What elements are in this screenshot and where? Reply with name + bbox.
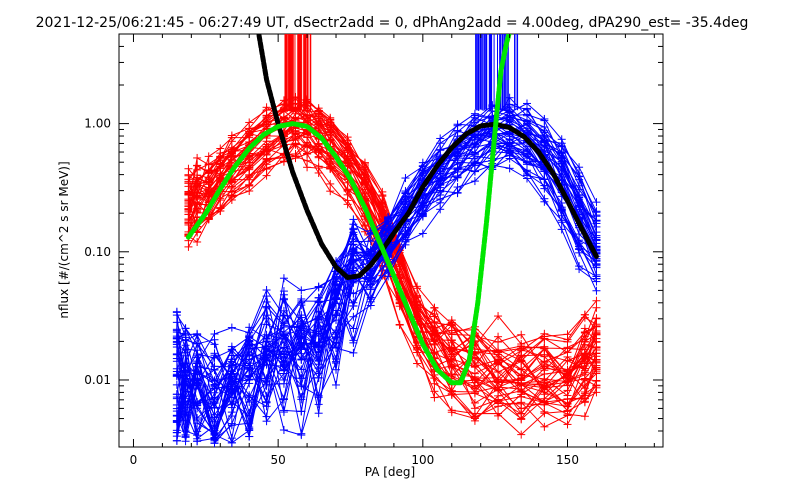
x-tick-label: 0 <box>130 453 138 467</box>
chart-title: 2021-12-25/06:21:45 - 06:27:49 UT, dSect… <box>36 15 749 31</box>
y-tick-label: 1.00 <box>84 117 111 131</box>
x-tick-label: 150 <box>556 453 579 467</box>
red-series-line <box>187 143 597 436</box>
plot-layer <box>172 34 601 447</box>
red-series-line <box>187 117 597 422</box>
x-axis-label: PA [deg] <box>365 465 415 479</box>
black-fit-curve <box>256 34 599 280</box>
blue-series-line <box>176 158 597 442</box>
blue-series-line <box>176 150 597 434</box>
red-series-line <box>187 98 597 393</box>
y-axis-label: nflux [#/(cm^2 s sr MeV)] <box>57 161 71 318</box>
y-tick-label: 0.01 <box>84 373 111 387</box>
x-tick-label: 50 <box>271 453 286 467</box>
blue-series-line <box>176 134 597 438</box>
x-tick-label: 100 <box>411 453 434 467</box>
green-fit-curve <box>185 34 512 386</box>
red-series-line <box>187 125 597 395</box>
red-series-line <box>187 107 597 363</box>
blue-series-line <box>176 141 597 444</box>
y-tick-label: 0.10 <box>84 245 111 259</box>
plot-frame <box>118 33 664 448</box>
axis-layer: 0 50 100 150 0.01 0.10 1.00 <box>84 34 663 467</box>
blue-series-line <box>176 132 597 436</box>
